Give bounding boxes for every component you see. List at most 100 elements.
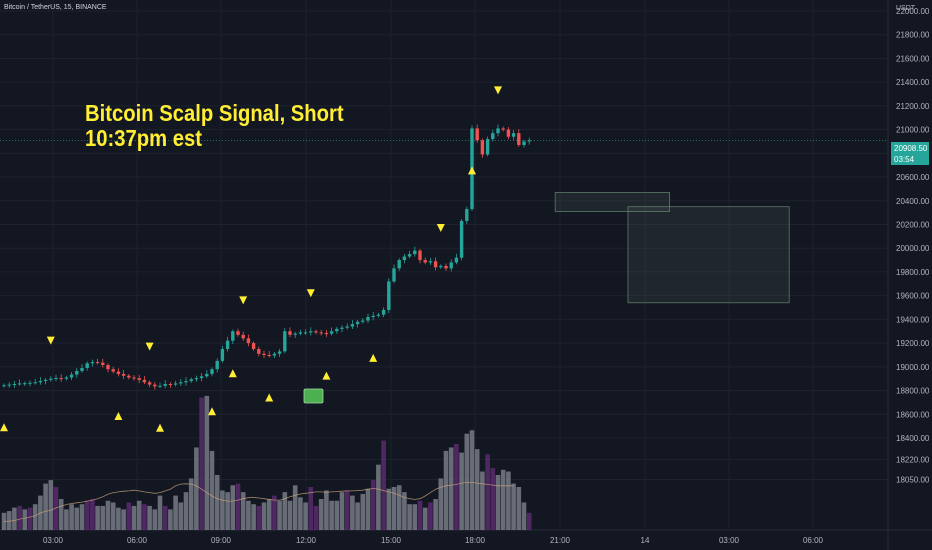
candle-body	[475, 128, 479, 141]
volume-bar	[53, 487, 59, 530]
candle-body	[210, 369, 214, 374]
volume-bar	[131, 505, 137, 530]
y-tick-label: 21000.00	[896, 126, 930, 135]
y-tick-label: 19000.00	[896, 363, 930, 372]
candle-body	[485, 139, 490, 155]
volume-bar	[277, 500, 282, 530]
y-tick-label: 20200.00	[896, 220, 930, 229]
candle-body	[449, 262, 453, 269]
candle-body	[147, 382, 152, 385]
buy-signal-marker	[322, 371, 331, 380]
volume-bar	[521, 502, 527, 530]
candle-body	[137, 378, 141, 380]
volume-bar	[370, 480, 376, 530]
volume-bar	[344, 490, 350, 530]
volume-bar	[152, 509, 158, 530]
candle-body	[496, 128, 500, 134]
volume-bar	[407, 504, 412, 530]
candle-body	[246, 338, 251, 344]
volume-bar	[147, 505, 152, 530]
volume-bar	[110, 502, 116, 530]
volume-bar	[121, 509, 126, 530]
volume-bar	[308, 487, 314, 530]
candle-body	[33, 382, 37, 384]
volume-bar	[443, 450, 449, 530]
symbol-title[interactable]: Bitcoin / TetherUS, 15, BINANCE	[4, 4, 107, 11]
volume-bar	[266, 499, 272, 530]
volume-bar	[490, 468, 496, 530]
candle-body	[142, 379, 147, 383]
y-tick-label: 21200.00	[896, 102, 930, 111]
y-tick-label: 20000.00	[896, 244, 930, 253]
volume-bar	[162, 505, 168, 530]
volume-bar	[526, 512, 532, 530]
candle-body	[54, 378, 58, 380]
y-tick-label: 22000.00	[896, 7, 930, 16]
candle-body	[272, 353, 277, 356]
candle-body	[465, 209, 469, 221]
volume-bar	[136, 500, 142, 530]
volume-moving-average	[3, 481, 514, 522]
candle-body	[127, 375, 131, 378]
candle-body	[205, 373, 209, 377]
volume-bar	[334, 500, 340, 530]
candle-body	[38, 381, 43, 383]
volume-bar	[350, 495, 355, 530]
volume-bar	[214, 474, 220, 530]
volume-bar	[480, 471, 485, 530]
volume-bar	[313, 505, 319, 530]
volume-bar	[485, 454, 490, 530]
buy-signal-marker	[369, 353, 378, 362]
candle-body	[309, 331, 313, 333]
candle-body	[480, 140, 485, 155]
annotation-line-1: Bitcoin Scalp Signal, Short	[85, 100, 344, 126]
buy-signal-marker	[468, 166, 476, 175]
candle-body	[101, 362, 105, 366]
x-tick-label: 09:00	[211, 536, 232, 545]
candle-body	[194, 378, 199, 380]
candle-body	[28, 382, 32, 384]
candle-body	[116, 371, 121, 374]
candle-body	[329, 331, 334, 334]
volume-bar	[157, 495, 163, 530]
last-price-value: 20908.50	[894, 144, 928, 153]
candle-body	[153, 384, 157, 387]
candle-body	[454, 257, 459, 263]
volume-bar	[516, 487, 522, 530]
candle-body	[69, 374, 74, 378]
volume-bar	[142, 504, 147, 530]
y-tick-label: 21400.00	[896, 78, 930, 87]
volume-bar	[240, 492, 246, 530]
candle-body	[355, 321, 360, 325]
candle-body	[288, 331, 292, 335]
candle-body	[340, 327, 344, 329]
candle-body	[303, 332, 308, 334]
volume-bar	[58, 499, 64, 530]
volume-bar	[329, 500, 334, 530]
volume-bar	[43, 483, 48, 530]
volume-bar	[428, 502, 433, 530]
candle-body	[2, 385, 6, 387]
candle-body	[350, 324, 355, 327]
volume-bar	[199, 397, 204, 530]
volume-bar	[365, 488, 371, 530]
candle-body	[319, 332, 323, 334]
buy-signal-marker	[228, 369, 237, 378]
volume-bar	[464, 433, 470, 530]
y-tick-label: 19400.00	[896, 315, 930, 324]
signal-annotation: Bitcoin Scalp Signal, Short 10:37pm est	[85, 101, 344, 151]
candle-body	[506, 129, 511, 137]
volume-bar	[287, 500, 293, 530]
volume-bar	[230, 485, 236, 530]
volume-bar	[454, 444, 459, 530]
buy-signal-marker	[0, 423, 8, 432]
candle-body	[111, 369, 115, 372]
volume-bar	[246, 500, 251, 530]
x-tick-label: 12:00	[296, 536, 317, 545]
sell-signal-marker	[494, 86, 502, 95]
volume-bar	[69, 504, 74, 530]
volume-bar	[272, 495, 277, 530]
candle-body	[428, 261, 433, 263]
candle-body	[199, 376, 204, 379]
